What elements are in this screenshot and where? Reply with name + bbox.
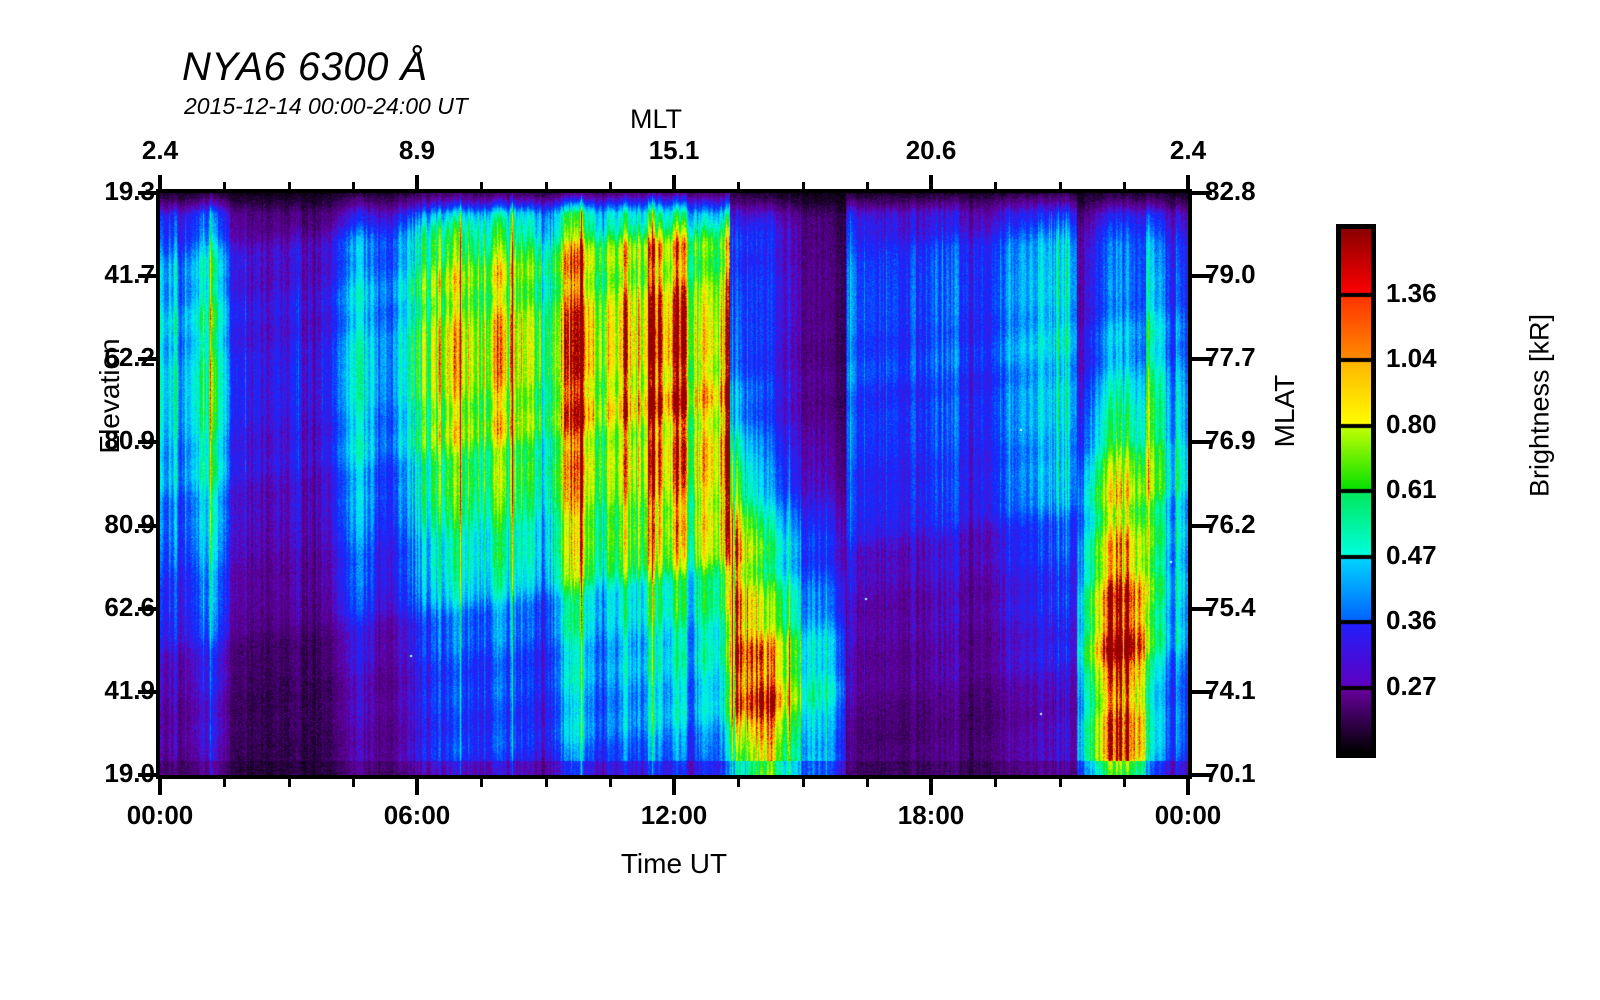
- axis-tick-mark: [1188, 191, 1212, 195]
- axis-tick-mark: [138, 607, 160, 611]
- colorbar-gradient: [1341, 229, 1371, 753]
- axis-tick-mark: [288, 182, 291, 193]
- axis-tick-mark: [1059, 775, 1062, 787]
- axis-tick-mark: [672, 175, 676, 193]
- axis-tick-mark: [1188, 690, 1212, 694]
- time-tick-label: 00:00: [1154, 800, 1222, 830]
- elevation-tick-label: 62.6: [104, 591, 155, 622]
- time-axis-label: Time UT: [620, 848, 728, 879]
- axis-tick-mark: [737, 775, 740, 787]
- axis-tick-mark: [480, 182, 483, 193]
- axis-tick-mark: [138, 773, 160, 777]
- axis-tick-mark: [994, 775, 997, 787]
- colorbar: [1336, 224, 1376, 758]
- mlat-tick-label: 76.2: [1205, 508, 1256, 539]
- mlt-tick-label: 2.4: [141, 135, 179, 165]
- mlat-axis-label: MLAT: [1269, 374, 1300, 448]
- colorbar-axis-label: Brightness [kR]: [1524, 313, 1555, 498]
- mlt-tick-label: 15.1: [648, 135, 700, 165]
- axis-tick-mark: [609, 775, 612, 787]
- axis-tick-mark: [415, 775, 419, 795]
- keogram-plot-frame: [156, 189, 1192, 779]
- axis-tick-mark: [138, 357, 160, 361]
- elevation-axis-label: Elevation: [94, 338, 125, 454]
- mlt-tick-label: 8.9: [398, 135, 436, 165]
- mlt-tick-label: 20.6: [905, 135, 957, 165]
- axis-tick-mark: [352, 775, 355, 787]
- axis-tick-mark: [545, 775, 548, 787]
- elevation-tick-label: 80.9: [104, 508, 155, 539]
- axis-tick-mark: [1188, 607, 1212, 611]
- mlat-tick-label: 74.1: [1205, 674, 1256, 705]
- axis-tick-mark: [1188, 524, 1212, 528]
- elevation-tick-label: 19.3: [104, 176, 155, 206]
- colorbar-tick-label: 0.27: [1386, 670, 1437, 701]
- axis-tick-mark: [802, 775, 805, 787]
- axis-tick-mark: [609, 182, 612, 193]
- colorbar-tick-label: 0.47: [1386, 539, 1437, 570]
- time-tick-label: 06:00: [383, 800, 451, 830]
- mlat-tick-label: 82.8: [1205, 176, 1256, 206]
- axis-tick-mark: [1059, 182, 1062, 193]
- colorbar-tick-label: 1.36: [1386, 277, 1437, 308]
- time-tick-label: 18:00: [897, 800, 965, 830]
- axis-tick-mark: [672, 775, 676, 795]
- axis-tick-mark: [480, 775, 483, 787]
- mlt-tick-label: 2.4: [1169, 135, 1207, 165]
- axis-tick-mark: [138, 524, 160, 528]
- axis-tick-mark: [1188, 773, 1212, 777]
- colorbar-tick-label: 1.04: [1386, 343, 1437, 373]
- mlat-tick-label: 77.7: [1205, 342, 1256, 373]
- axis-tick-mark: [545, 182, 548, 193]
- axis-tick-mark: [1123, 775, 1126, 787]
- axis-tick-mark: [994, 182, 997, 193]
- elevation-tick-label: 80.9: [104, 425, 155, 456]
- axis-tick-mark: [1186, 775, 1190, 795]
- axis-tick-mark: [929, 775, 933, 795]
- mlt-axis-label: MLT: [630, 104, 682, 134]
- axis-tick-mark: [138, 690, 160, 694]
- colorbar-tick-label: 0.61: [1386, 474, 1437, 504]
- mlat-tick-label: 76.9: [1205, 425, 1256, 456]
- axis-tick-mark: [138, 440, 160, 444]
- axis-tick-mark: [1188, 440, 1212, 444]
- mlat-tick-label: 75.4: [1205, 591, 1256, 622]
- page-subtitle: 2015-12-14 00:00-24:00 UT: [184, 93, 468, 119]
- axis-tick-mark: [1188, 357, 1212, 361]
- colorbar-tick-label: 0.36: [1386, 605, 1437, 635]
- axis-tick-mark: [223, 775, 226, 787]
- mlat-tick-label: 79.0: [1205, 259, 1256, 290]
- axis-tick-mark: [866, 182, 869, 193]
- elevation-tick-label: 41.7: [104, 259, 155, 290]
- axis-tick-mark: [158, 175, 162, 193]
- axis-tick-mark: [138, 191, 160, 195]
- axis-tick-mark: [866, 775, 869, 787]
- axis-tick-mark: [1123, 182, 1126, 193]
- time-tick-label: 00:00: [126, 800, 194, 830]
- axis-tick-mark: [802, 182, 805, 193]
- elevation-tick-label: 41.9: [104, 674, 155, 705]
- axis-tick-mark: [158, 775, 162, 795]
- axis-tick-mark: [1188, 274, 1212, 278]
- axis-tick-mark: [929, 175, 933, 193]
- elevation-tick-label: 62.2: [104, 342, 155, 373]
- elevation-tick-label: 19.0: [104, 758, 155, 788]
- axis-tick-mark: [138, 274, 160, 278]
- time-tick-label: 12:00: [640, 800, 708, 830]
- page-title: NYA6 6300 Å: [182, 45, 428, 89]
- axis-tick-mark: [737, 182, 740, 193]
- axis-tick-mark: [1186, 175, 1190, 193]
- axis-tick-mark: [352, 182, 355, 193]
- axis-tick-mark: [223, 182, 226, 193]
- keogram-image: [160, 193, 1188, 775]
- colorbar-tick-label: 0.80: [1386, 408, 1437, 439]
- axis-tick-mark: [288, 775, 291, 787]
- mlat-tick-label: 70.1: [1205, 758, 1256, 788]
- axis-tick-mark: [415, 175, 419, 193]
